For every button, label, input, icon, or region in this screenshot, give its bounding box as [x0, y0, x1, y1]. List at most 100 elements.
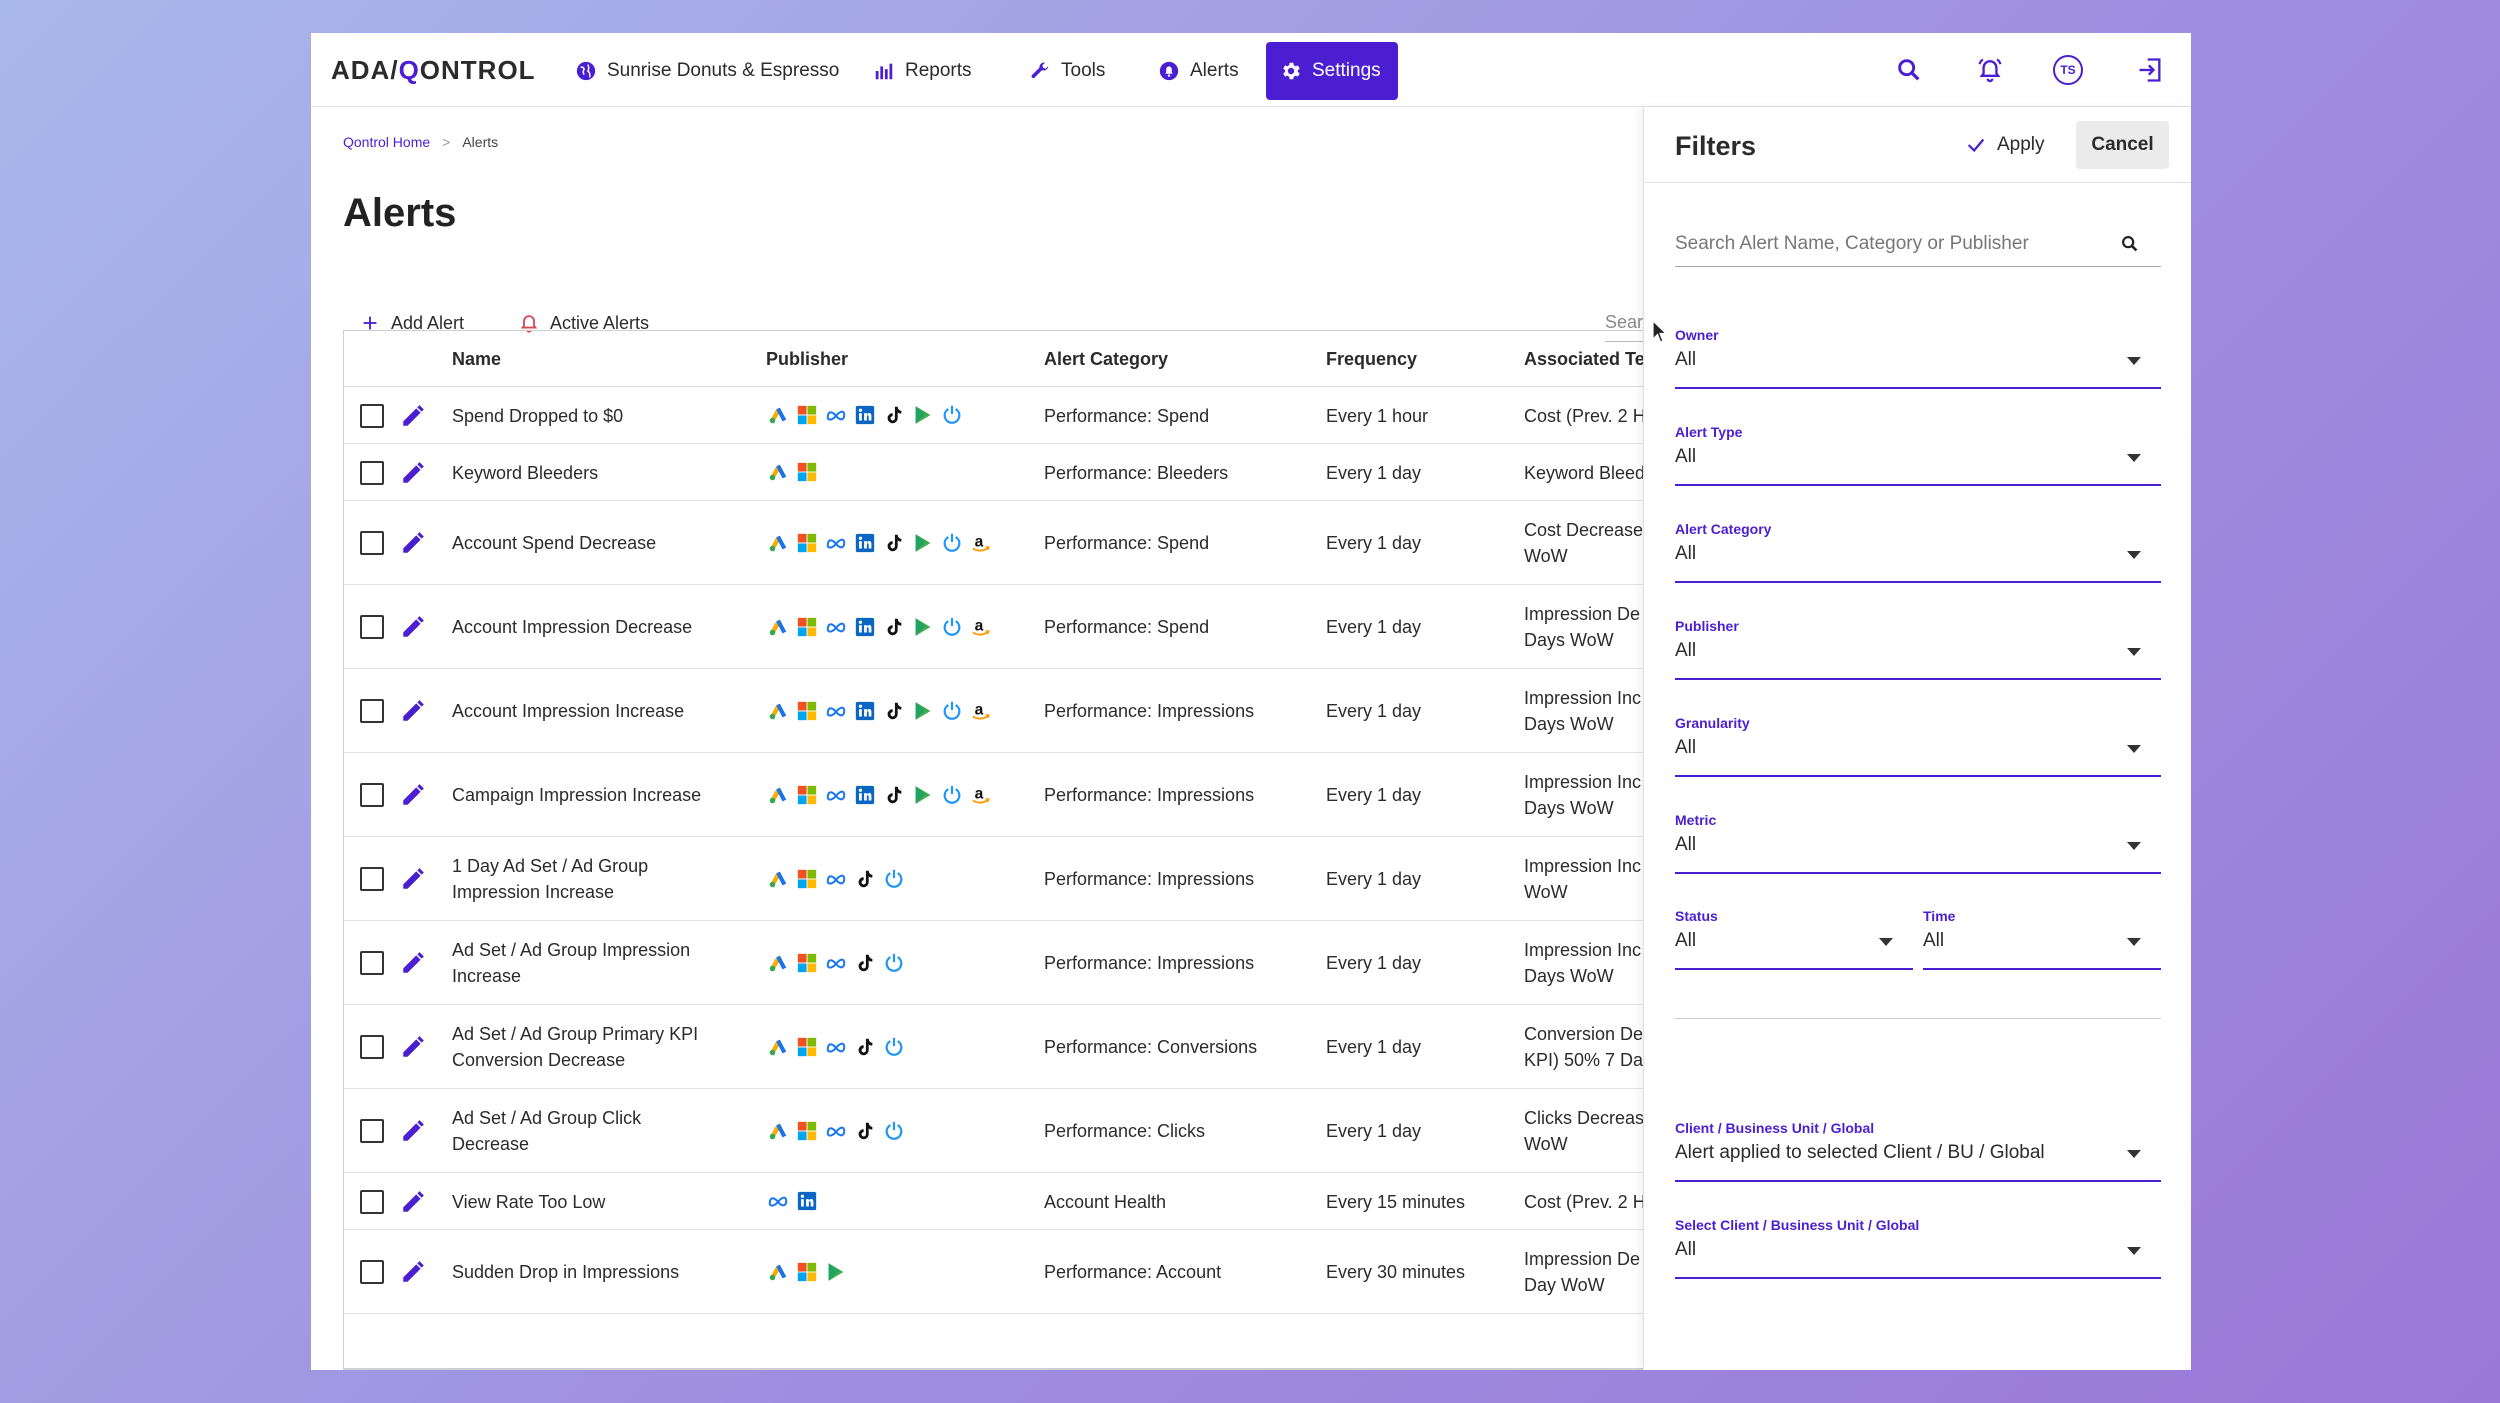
table-row[interactable]: Ad Set / Ad Group Click Decrease Performa… [344, 1089, 1662, 1173]
row-checkbox[interactable] [360, 615, 384, 639]
meta-icon [824, 867, 847, 890]
edit-pencil-icon[interactable] [400, 1259, 426, 1285]
table-row[interactable]: Account Impression Increase Performance: … [344, 669, 1662, 753]
alert-category-select[interactable]: Alert Category All [1675, 521, 2161, 583]
edit-pencil-icon[interactable] [400, 866, 426, 892]
power-icon [940, 783, 963, 806]
row-checkbox[interactable] [360, 1035, 384, 1059]
amazon-icon: a [969, 699, 992, 722]
publisher-icons [766, 1035, 905, 1058]
power-icon [940, 404, 963, 427]
row-checkbox[interactable] [360, 1260, 384, 1284]
logout-button[interactable] [2135, 55, 2165, 85]
cell-category: Performance: Spend [1044, 617, 1210, 637]
filters-divider [1675, 1018, 2161, 1019]
table-row[interactable]: Ad Set / Ad Group Impression Increase Per… [344, 921, 1662, 1005]
client-selector[interactable]: Sunrise Donuts & Espresso [561, 42, 853, 100]
table-row[interactable]: 1 Day Ad Set / Ad Group Impression Incre… [344, 837, 1662, 921]
owner-select[interactable]: Owner All [1675, 327, 2161, 389]
col-name-header[interactable]: Name [452, 349, 502, 369]
table-row[interactable]: Spend Dropped to $0 Performance: Spend Eve… [344, 387, 1662, 444]
nav-settings[interactable]: Settings [1266, 42, 1398, 100]
nav-alerts[interactable]: Alerts [1144, 42, 1253, 100]
user-avatar-button[interactable]: TS [2053, 55, 2083, 85]
notifications-button[interactable] [1975, 55, 2005, 85]
edit-pencil-icon[interactable] [400, 460, 426, 486]
edit-pencil-icon[interactable] [400, 1118, 426, 1144]
tiktok-icon [882, 531, 905, 554]
granularity-select[interactable]: Granularity All [1675, 715, 2161, 777]
select-client-select[interactable]: Select Client / Business Unit / Global A… [1675, 1217, 2161, 1279]
row-checkbox[interactable] [360, 951, 384, 975]
breadcrumb-home[interactable]: Qontrol Home [343, 134, 431, 150]
edit-pencil-icon[interactable] [400, 698, 426, 724]
svg-text:a: a [974, 533, 983, 550]
power-icon [882, 1119, 905, 1142]
client-bu-select[interactable]: Client / Business Unit / Global Alert ap… [1675, 1120, 2161, 1182]
row-checkbox[interactable] [360, 460, 384, 485]
edit-pencil-icon[interactable] [400, 1189, 426, 1215]
nav-reports[interactable]: Reports [859, 42, 986, 100]
apply-button[interactable]: Apply [1957, 121, 2053, 169]
power-icon [882, 951, 905, 974]
filters-title: Filters [1675, 131, 1757, 161]
col-category-header[interactable]: Alert Category [1044, 349, 1169, 369]
cell-associated: Keyword Bleed [1524, 462, 1646, 483]
edit-pencil-icon[interactable] [400, 1034, 426, 1060]
google-icon [766, 1119, 789, 1142]
table-row[interactable]: Account Impression Decrease Performance: … [344, 585, 1662, 669]
row-checkbox[interactable] [360, 531, 384, 555]
table-row[interactable]: Keyword Bleeders Performance: Bleeders Eve… [344, 444, 1662, 501]
col-publisher-header[interactable]: Publisher [766, 349, 849, 369]
row-checkbox[interactable] [360, 783, 384, 807]
row-checkbox[interactable] [360, 867, 384, 891]
edit-pencil-icon[interactable] [400, 403, 426, 429]
chevron-down-icon [2127, 1150, 2141, 1158]
publisher-icons [766, 404, 963, 427]
alerts-table: Name Publisher Alert Category Frequency … [343, 330, 1663, 1370]
search-button[interactable] [1894, 55, 1924, 85]
cancel-button[interactable]: Cancel [2076, 121, 2169, 169]
client-name: Sunrise Donuts & Espresso [607, 60, 840, 81]
cell-frequency: Every 1 day [1326, 1121, 1422, 1141]
edit-pencil-icon[interactable] [400, 530, 426, 556]
cell-frequency: Every 1 day [1326, 533, 1422, 553]
add-alert-button[interactable]: Add Alert [359, 312, 464, 334]
table-row[interactable]: Sudden Drop in Impressions Performance: A… [344, 1230, 1662, 1314]
table-row[interactable]: View Rate Too Low Account Health Every 15 … [344, 1173, 1662, 1230]
col-associated-header[interactable]: Associated Te [1524, 349, 1645, 369]
edit-pencil-icon[interactable] [400, 782, 426, 808]
logo[interactable]: ADA/QONTROL [331, 55, 536, 85]
cell-frequency: Every 1 day [1326, 953, 1422, 973]
metric-select[interactable]: Metric All [1675, 812, 2161, 874]
edit-pencil-icon[interactable] [400, 950, 426, 976]
active-alerts-button[interactable]: Active Alerts [518, 312, 649, 334]
row-checkbox[interactable] [360, 1189, 384, 1214]
power-icon [940, 615, 963, 638]
cell-frequency: Every 1 day [1326, 617, 1422, 637]
edit-pencil-icon[interactable] [400, 614, 426, 640]
alert-circle-icon [1159, 61, 1179, 81]
time-select[interactable]: Time All [1923, 908, 2161, 970]
col-frequency-header[interactable]: Frequency [1326, 349, 1418, 369]
chevron-down-icon [2127, 842, 2141, 850]
client-bu-label: Client / Business Unit / Global [1675, 1120, 1875, 1136]
table-search-input[interactable]: Search [1605, 312, 1645, 342]
row-checkbox[interactable] [360, 699, 384, 723]
row-checkbox[interactable] [360, 1119, 384, 1143]
cell-associated: Cost Decrease WoW [1524, 520, 1644, 566]
bar-chart-icon [875, 63, 893, 80]
play-icon [911, 404, 934, 427]
filter-search-input[interactable]: Search Alert Name, Category or Publisher [1675, 225, 2161, 267]
alert-type-select[interactable]: Alert Type All [1675, 424, 2161, 486]
power-icon [882, 867, 905, 890]
row-checkbox[interactable] [360, 403, 384, 428]
table-row[interactable]: Campaign Impression Increase Performance:… [344, 753, 1662, 837]
table-row[interactable]: Ad Set / Ad Group Primary KPI Conversion… [344, 1005, 1662, 1089]
table-row[interactable]: Account Spend Decrease Performance: Spend… [344, 501, 1662, 585]
publisher-select[interactable]: Publisher All [1675, 618, 2161, 680]
nav-tools[interactable]: Tools [1015, 42, 1119, 100]
status-select[interactable]: Status All [1675, 908, 1913, 970]
cell-name: Spend Dropped to $0 [452, 405, 624, 426]
cell-name: 1 Day Ad Set / Ad Group Impression Incre… [452, 856, 649, 902]
